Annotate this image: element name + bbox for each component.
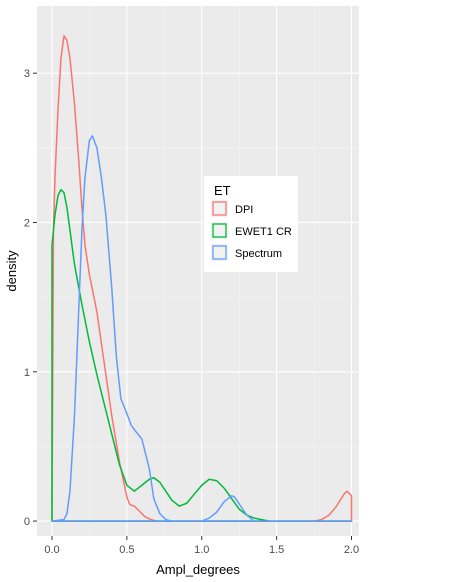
y-tick-label: 1 (24, 367, 30, 379)
x-tick-label: 0.5 (119, 544, 134, 556)
legend-swatch-dpi (212, 201, 227, 216)
legend-label-ewet1-cr: EWET1 CR (235, 226, 292, 238)
legend-key-bg-dpi (211, 200, 228, 217)
y-tick-label: 3 (24, 68, 30, 80)
legend-key-bg-ewet1-cr (211, 222, 228, 239)
legend-swatch-spectrum (212, 245, 227, 260)
series-line-dpi (51, 35, 353, 522)
series-line-ewet1-cr (51, 188, 353, 522)
x-tick-label: 1.5 (269, 544, 284, 556)
legend-label-dpi: DPI (235, 204, 253, 216)
legend: ET DPI EWET1 CR Spectrum (204, 176, 298, 272)
x-tick-label: 1.0 (194, 544, 209, 556)
legend-key-bg-spectrum (211, 244, 228, 261)
series-line-spectrum (51, 135, 353, 522)
legend-swatch-ewet1-cr (212, 223, 227, 238)
legend-label-spectrum: Spectrum (235, 248, 282, 260)
y-tick-label: 2 (24, 217, 30, 229)
density-curves (51, 35, 353, 522)
x-tick-label: 2.0 (344, 544, 359, 556)
x-axis: 0.0 0.5 1.0 1.5 2.0 (44, 536, 359, 556)
panel-background (37, 6, 359, 536)
y-tick-label: 0 (24, 516, 30, 528)
x-axis-title: Ampl_degrees (156, 562, 240, 577)
y-axis-title: density (4, 250, 19, 292)
x-tick-label: 0.0 (44, 544, 59, 556)
y-axis: 0 1 2 3 (24, 68, 37, 528)
legend-title: ET (214, 183, 231, 198)
